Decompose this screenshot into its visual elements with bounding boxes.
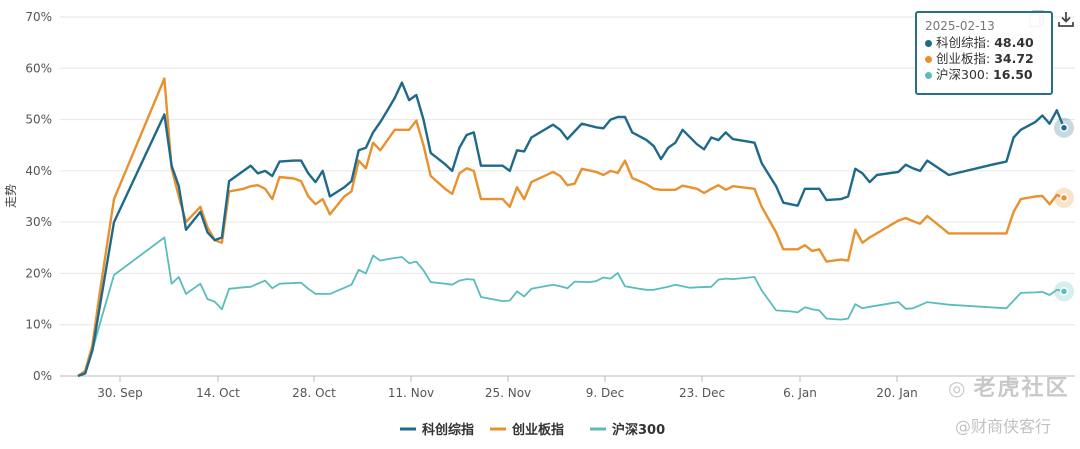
legend-item[interactable]: 创业板指 (511, 422, 564, 438)
tooltip-value: 16.50 (993, 67, 1033, 82)
x-tick-label: 6. Jan (783, 386, 817, 400)
series-line (77, 81, 1066, 378)
y-axis-label: 走势 (4, 184, 18, 208)
x-tick-label: 20. Jan (876, 386, 917, 400)
tooltip-label: 科创综指 (936, 35, 987, 50)
chart-tooltip: 2025-02-13 科创综指: 48.40 创业板指: 34.72 沪深300… (915, 11, 1053, 95)
hover-marker (1059, 287, 1069, 296)
x-tick-label: 9. Dec (586, 386, 624, 400)
tooltip-value: 48.40 (994, 35, 1034, 50)
watermark-brand: ◎ 老虎社区 (948, 370, 1069, 402)
watermark-brand-text: 老虎社区 (973, 376, 1070, 401)
tooltip-date: 2025-02-13 (925, 19, 995, 33)
x-tick-label: 30. Sep (97, 386, 143, 400)
legend-item[interactable]: 科创综指 (422, 422, 474, 438)
series-line (77, 77, 1065, 377)
y-tick-label: 50% (25, 113, 52, 127)
y-tick-label: 0% (33, 369, 52, 383)
tooltip-row: 沪深300: 16.50 (925, 67, 1043, 83)
watermark-author: @财商侠客行 (955, 417, 1052, 436)
tooltip-label: 创业板指 (936, 51, 987, 66)
x-tick-label: 28. Oct (292, 386, 336, 400)
series-dot (925, 72, 932, 79)
y-tick-label: 70% (25, 10, 52, 24)
tooltip-label: 沪深300 (936, 67, 985, 82)
download-icon[interactable] (1057, 10, 1075, 28)
x-tick-label: 25. Nov (485, 386, 531, 400)
tooltip-row: 创业板指: 34.72 (925, 51, 1043, 67)
tooltip-row: 科创综指: 48.40 (925, 35, 1043, 51)
y-tick-label: 60% (25, 61, 52, 75)
y-tick-label: 40% (25, 164, 52, 178)
hover-marker (1059, 123, 1069, 133)
hover-marker (1059, 193, 1069, 203)
y-tick-label: 20% (25, 266, 52, 280)
x-tick-label: 14. Oct (196, 386, 240, 400)
y-tick-label: 30% (25, 215, 52, 229)
y-tick-label: 10% (25, 318, 52, 332)
series-dot (925, 40, 932, 47)
x-tick-label: 11. Nov (388, 386, 434, 400)
tooltip-value: 34.72 (994, 51, 1034, 66)
tiger-logo-icon: ◎ (948, 376, 968, 400)
legend-item[interactable]: 沪深300 (612, 422, 665, 438)
series-line (77, 236, 1065, 377)
x-tick-label: 23. Dec (679, 386, 725, 400)
series-dot (925, 56, 932, 63)
